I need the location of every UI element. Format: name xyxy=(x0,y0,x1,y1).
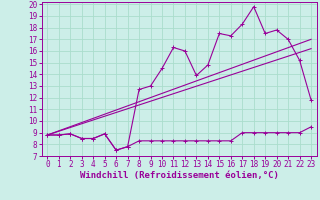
X-axis label: Windchill (Refroidissement éolien,°C): Windchill (Refroidissement éolien,°C) xyxy=(80,171,279,180)
